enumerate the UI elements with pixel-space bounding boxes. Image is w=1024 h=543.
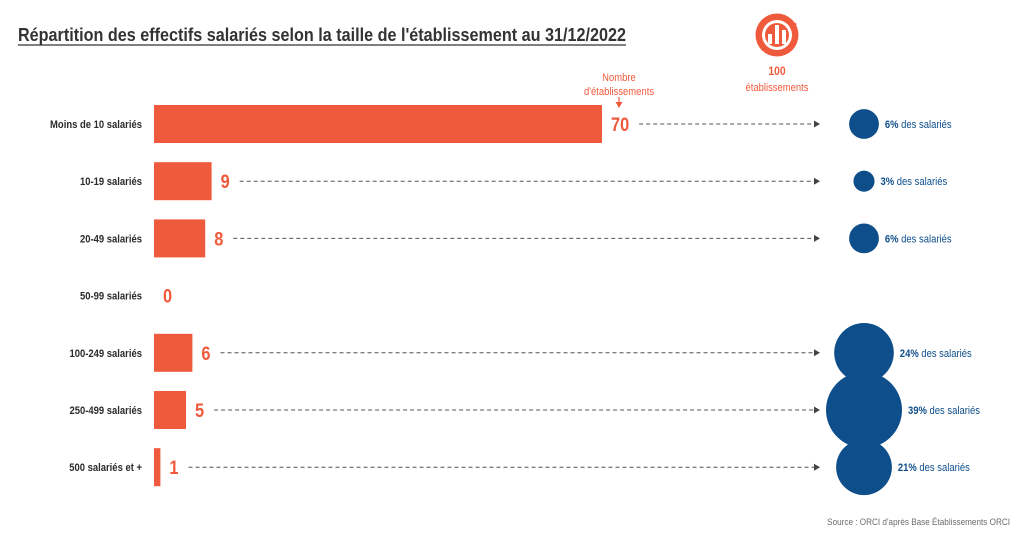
bubble-suffix: des salariés [929, 405, 979, 417]
bar [154, 162, 212, 201]
value-label: 5 [195, 400, 204, 421]
annotation-line-2: d'établissements [584, 86, 654, 98]
title-group: Répartition des effectifs salariés selon… [18, 25, 626, 46]
bubble [836, 439, 892, 496]
bubble [853, 170, 875, 192]
arrow-head-icon [814, 120, 820, 128]
value-label: 1 [169, 457, 178, 478]
bubble [849, 223, 879, 254]
plot-area: Moins de 10 salariés 70 6% des salariés10-1… [50, 105, 980, 496]
value-label: 6 [201, 343, 210, 364]
chart-row: 10-19 salariés 9 3% des salariés [80, 162, 948, 201]
bubble-suffix: des salariés [897, 177, 947, 189]
count-annotation: Nombre d'établissements [584, 72, 654, 108]
bubble-percent: 39% [908, 405, 927, 417]
bubble [834, 322, 894, 383]
bubble-label: 21% des salariés [898, 463, 970, 475]
bar [154, 105, 602, 143]
source-note: Source : ORCI d'après Base Établissement… [827, 516, 1010, 527]
bubble-label: 6% des salariés [885, 119, 952, 131]
value-label: 8 [214, 228, 223, 249]
arrow-head-icon [814, 177, 820, 185]
bubble-suffix: des salariés [919, 463, 969, 475]
value-label: 0 [163, 285, 172, 306]
unit-key: 100 établissements [745, 13, 809, 94]
category-label: 500 salariés et + [69, 463, 142, 475]
bar [154, 333, 193, 372]
bubble-suffix: des salariés [921, 348, 971, 360]
value-label: 9 [221, 171, 230, 192]
bar [154, 448, 161, 487]
chart-row: 50-99 salariés 0 [80, 285, 172, 306]
arrow-head-icon [814, 406, 820, 414]
bubble-suffix: des salariés [901, 234, 951, 246]
building-chart-icon [755, 13, 799, 57]
bubble-label: 3% des salariés [881, 177, 948, 189]
bubble-label: 39% des salariés [908, 405, 980, 417]
category-label: 50-99 salariés [80, 291, 142, 303]
bar [154, 219, 206, 258]
category-label: Moins de 10 salariés [50, 119, 142, 131]
bubble [825, 371, 903, 449]
bubble-percent: 6% [885, 119, 899, 131]
arrow-down-icon [615, 97, 623, 108]
bubble-percent: 24% [900, 348, 919, 360]
category-label: 100-249 salariés [69, 348, 142, 360]
category-label: 20-49 salariés [80, 234, 142, 246]
arrow-head-icon [814, 349, 820, 357]
key-value: 100 [768, 65, 785, 78]
annotation-line-1: Nombre [602, 72, 636, 84]
bar [154, 391, 186, 429]
chart-row: 20-49 salariés 8 6% des salariés [80, 219, 952, 258]
category-label: 250-499 salariés [69, 405, 142, 417]
bubble-percent: 3% [881, 177, 895, 189]
bubble [849, 109, 879, 139]
chart-row: 100-249 salariés 6 24% des salariés [69, 322, 972, 383]
value-label: 70 [611, 114, 629, 135]
bubble-percent: 6% [885, 234, 899, 246]
key-label: établissements [745, 82, 808, 94]
category-label: 10-19 salariés [80, 177, 142, 189]
chart-row: Moins de 10 salariés 70 6% des salariés [50, 105, 952, 143]
bubble-label: 24% des salariés [900, 348, 972, 360]
chart-title: Répartition des effectifs salariés selon… [18, 25, 626, 45]
bubble-suffix: des salariés [901, 119, 951, 131]
bubble-label: 6% des salariés [885, 234, 952, 246]
chart-row: 500 salariés et + 1 21% des salariés [69, 439, 970, 496]
bubble-percent: 21% [898, 463, 917, 475]
arrow-head-icon [814, 234, 820, 242]
arrow-head-icon [814, 463, 820, 471]
chart-row: 250-499 salariés 5 39% des salariés [69, 371, 980, 449]
